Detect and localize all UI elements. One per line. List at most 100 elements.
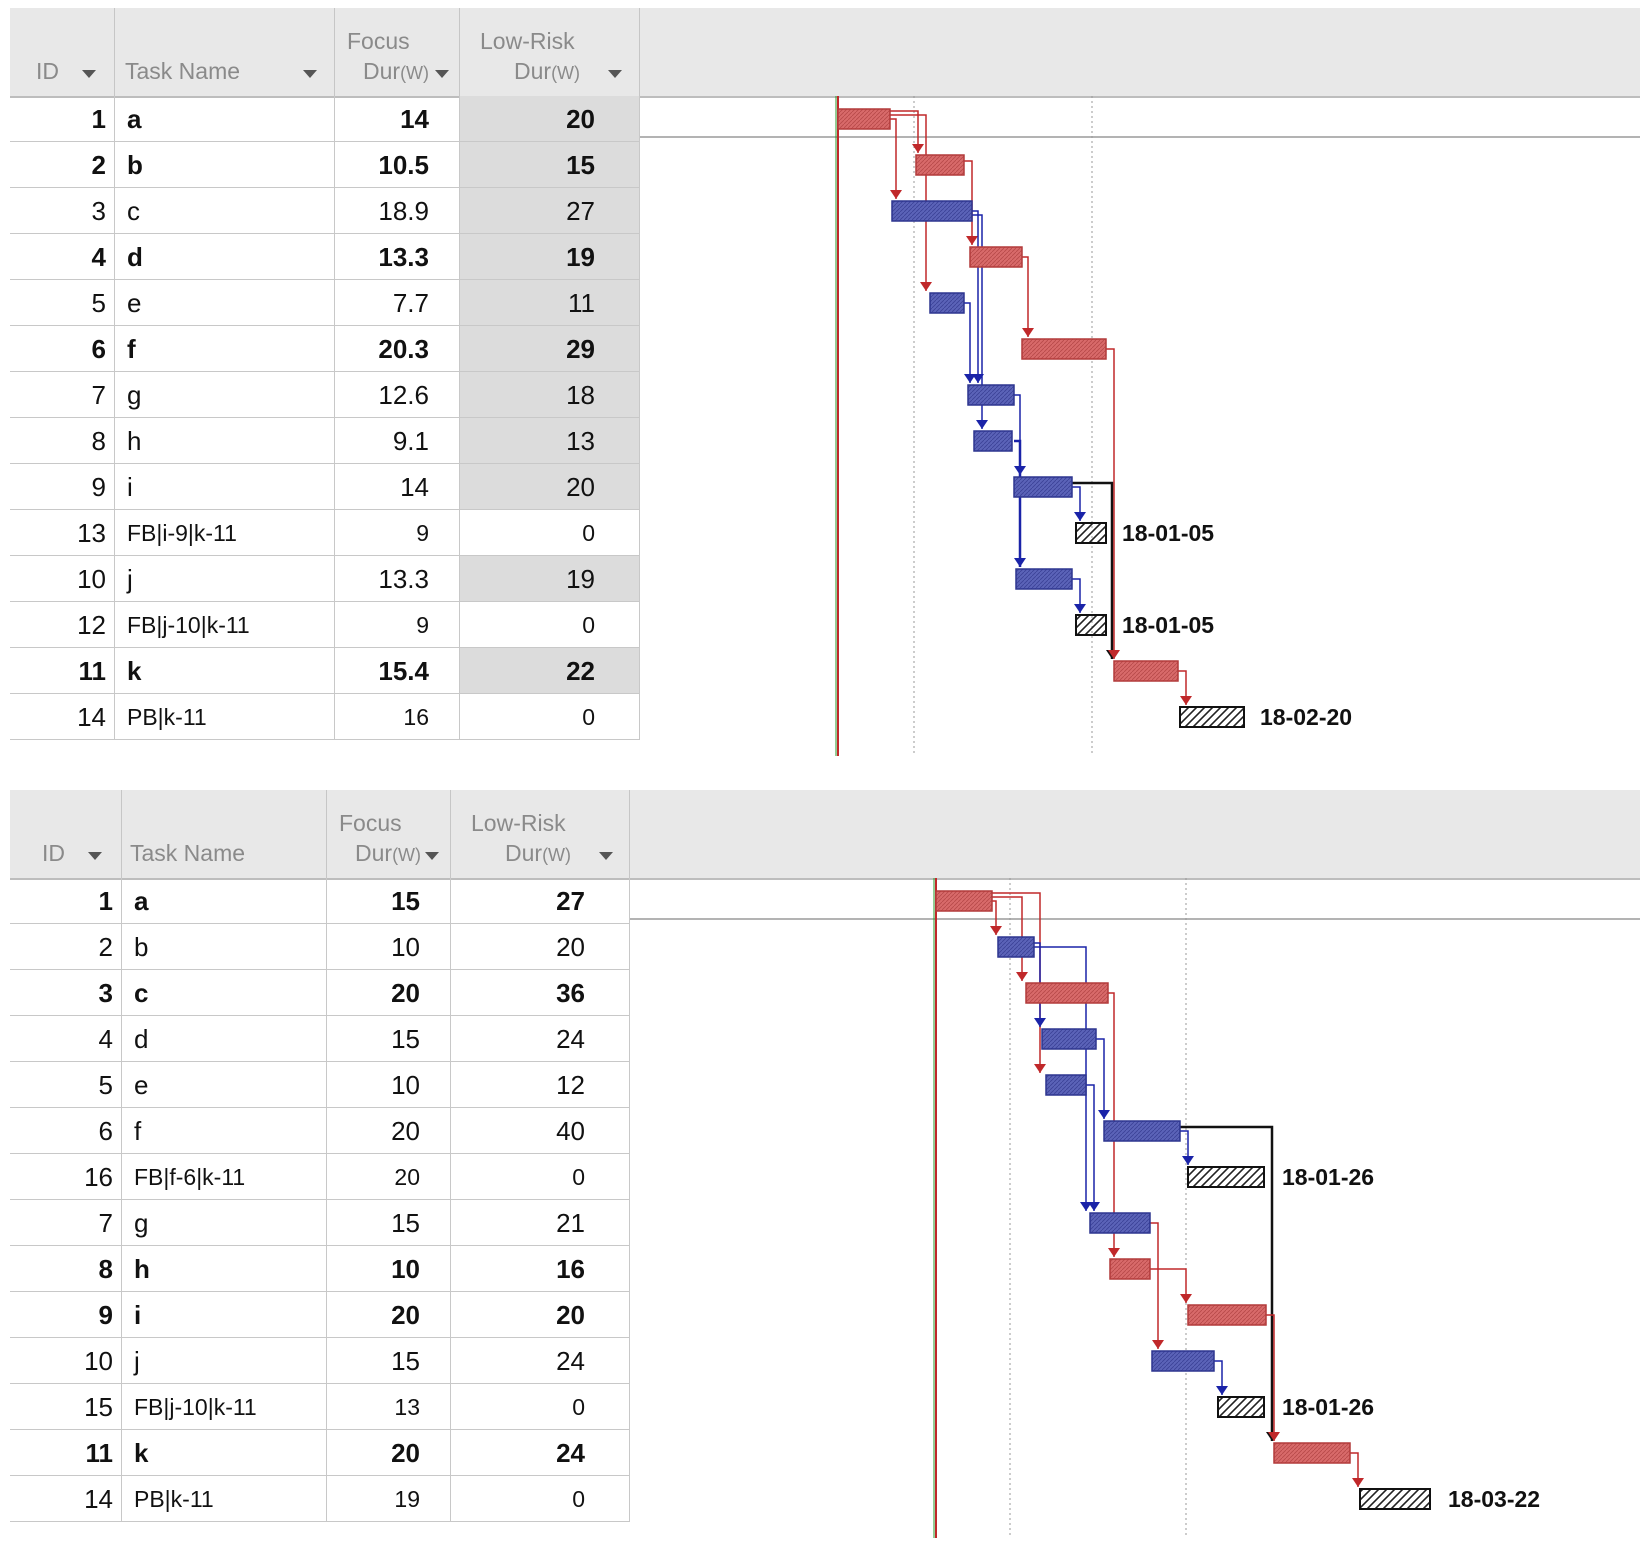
task-name-cell[interactable]: e xyxy=(115,280,335,326)
buffer-bar xyxy=(1359,1488,1431,1510)
task-name-cell[interactable]: c xyxy=(115,188,335,234)
table-row[interactable]: 2 b 10 20 xyxy=(10,924,630,970)
table-row[interactable]: 6 f 20.3 29 xyxy=(10,326,640,372)
lowrisk-dur-cell: 0 xyxy=(451,1476,630,1522)
table-row[interactable]: 15 FB|j-10|k-11 13 0 xyxy=(10,1384,630,1430)
task-name-cell[interactable]: g xyxy=(115,372,335,418)
task-name-cell[interactable]: PB|k-11 xyxy=(115,694,335,740)
lowrisk-dur-cell: 24 xyxy=(451,1016,630,1062)
chevron-down-icon[interactable] xyxy=(88,852,102,860)
id-column-header[interactable]: ID xyxy=(10,790,122,878)
table-row[interactable]: 13 FB|i-9|k-11 9 0 xyxy=(10,510,640,556)
table-row[interactable]: 16 FB|f-6|k-11 20 0 xyxy=(10,1154,630,1200)
chevron-down-icon[interactable] xyxy=(425,852,439,860)
table-row[interactable]: 9 i 20 20 xyxy=(10,1292,630,1338)
table-row[interactable]: 7 g 15 21 xyxy=(10,1200,630,1246)
focus-dur-cell: 19 xyxy=(327,1476,451,1522)
table-row[interactable]: 6 f 20 40 xyxy=(10,1108,630,1154)
chevron-down-icon[interactable] xyxy=(82,70,96,78)
link-arrowhead xyxy=(1016,972,1028,981)
top-gantt-chart: 18-01-05 18-01-05 18-02-20 xyxy=(640,96,1640,756)
task-name-cell[interactable]: b xyxy=(122,924,327,970)
task-name-cell[interactable]: f xyxy=(122,1108,327,1154)
task-id-cell: 1 xyxy=(10,96,115,142)
table-row[interactable]: 3 c 20 36 xyxy=(10,970,630,1016)
task-name-column-header[interactable]: Task Name xyxy=(122,790,327,878)
table-row[interactable]: 1 a 15 27 xyxy=(10,878,630,924)
focus-dur-cell: 20 xyxy=(327,1154,451,1200)
task-name-cell[interactable]: e xyxy=(122,1062,327,1108)
table-row[interactable]: 14 PB|k-11 19 0 xyxy=(10,1476,630,1522)
dependency-link xyxy=(1150,1268,1187,1303)
focus-dur-cell: 13 xyxy=(327,1384,451,1430)
dependency-link xyxy=(1150,1222,1159,1349)
table-row[interactable]: 11 k 20 24 xyxy=(10,1430,630,1476)
table-row[interactable]: 4 d 13.3 19 xyxy=(10,234,640,280)
task-name-cell[interactable]: j xyxy=(115,556,335,602)
id-column-header[interactable]: ID xyxy=(10,8,115,96)
table-row[interactable]: 4 d 15 24 xyxy=(10,1016,630,1062)
task-name-cell[interactable]: f xyxy=(115,326,335,372)
focus-dur-column-header[interactable]: Focus Dur(W) xyxy=(335,8,460,96)
focus-dur-column-header[interactable]: Focus Dur(W) xyxy=(327,790,451,878)
chevron-down-icon[interactable] xyxy=(435,70,449,78)
task-id-cell: 3 xyxy=(10,970,122,1016)
link-arrowhead xyxy=(990,926,1002,935)
focus-dur-cell: 15.4 xyxy=(335,648,460,694)
task-name-cell[interactable]: g xyxy=(122,1200,327,1246)
task-name-cell[interactable]: a xyxy=(122,878,327,924)
lowrisk-dur-column-header[interactable]: Low-Risk Dur(W) xyxy=(460,8,640,96)
task-name-cell[interactable]: h xyxy=(115,418,335,464)
table-row[interactable]: 2 b 10.5 15 xyxy=(10,142,640,188)
task-name-cell[interactable]: PB|k-11 xyxy=(122,1476,327,1522)
lowrisk-dur-cell: 18 xyxy=(460,372,640,418)
table-row[interactable]: 10 j 15 24 xyxy=(10,1338,630,1384)
table-row[interactable]: 7 g 12.6 18 xyxy=(10,372,640,418)
lowrisk-dur-cell: 0 xyxy=(460,510,640,556)
lowrisk-dur-cell: 22 xyxy=(460,648,640,694)
task-name-cell[interactable]: k xyxy=(115,648,335,694)
focus-dur-cell: 15 xyxy=(327,878,451,924)
task-name-cell[interactable]: FB|f-6|k-11 xyxy=(122,1154,327,1200)
lowrisk-dur-column-header[interactable]: Low-Risk Dur(W) xyxy=(451,790,630,878)
milestone-date-label: 18-01-05 xyxy=(1122,612,1214,638)
table-row[interactable]: 10 j 13.3 19 xyxy=(10,556,640,602)
dependency-link xyxy=(1072,486,1081,521)
chevron-down-icon[interactable] xyxy=(608,70,622,78)
dependency-link xyxy=(972,214,983,429)
table-row[interactable]: 14 PB|k-11 16 0 xyxy=(10,694,640,740)
table-row[interactable]: 8 h 9.1 13 xyxy=(10,418,640,464)
task-name-cell[interactable]: k xyxy=(122,1430,327,1476)
task-name-cell[interactable]: h xyxy=(122,1246,327,1292)
task-name-cell[interactable]: FB|j-10|k-11 xyxy=(122,1384,327,1430)
task-name-cell[interactable]: i xyxy=(115,464,335,510)
chevron-down-icon[interactable] xyxy=(303,70,317,78)
task-name-cell[interactable]: a xyxy=(115,96,335,142)
task-name-cell[interactable]: d xyxy=(122,1016,327,1062)
table-row[interactable]: 1 a 14 20 xyxy=(10,96,640,142)
lowrisk-dur-cell: 19 xyxy=(460,556,640,602)
task-name-cell[interactable]: d xyxy=(115,234,335,280)
task-name-cell[interactable]: FB|i-9|k-11 xyxy=(115,510,335,556)
table-row[interactable]: 9 i 14 20 xyxy=(10,464,640,510)
lowrisk-dur-cell: 15 xyxy=(460,142,640,188)
dependency-link xyxy=(1022,256,1029,337)
task-name-cell[interactable]: FB|j-10|k-11 xyxy=(115,602,335,648)
task-name-cell[interactable]: b xyxy=(115,142,335,188)
lowrisk-dur-cell: 20 xyxy=(460,464,640,510)
table-row[interactable]: 5 e 7.7 11 xyxy=(10,280,640,326)
task-name-cell[interactable]: c xyxy=(122,970,327,1016)
table-row[interactable]: 11 k 15.4 22 xyxy=(10,648,640,694)
table-row[interactable]: 3 c 18.9 27 xyxy=(10,188,640,234)
link-arrowhead xyxy=(1108,650,1120,659)
task-bar xyxy=(929,292,965,314)
table-row[interactable]: 12 FB|j-10|k-11 9 0 xyxy=(10,602,640,648)
task-name-cell[interactable]: i xyxy=(122,1292,327,1338)
task-id-cell: 9 xyxy=(10,1292,122,1338)
task-name-cell[interactable]: j xyxy=(122,1338,327,1384)
table-row[interactable]: 5 e 10 12 xyxy=(10,1062,630,1108)
focus-dur-cell: 9 xyxy=(335,602,460,648)
table-row[interactable]: 8 h 10 16 xyxy=(10,1246,630,1292)
chevron-down-icon[interactable] xyxy=(599,852,613,860)
task-name-column-header[interactable]: Task Name xyxy=(115,8,335,96)
